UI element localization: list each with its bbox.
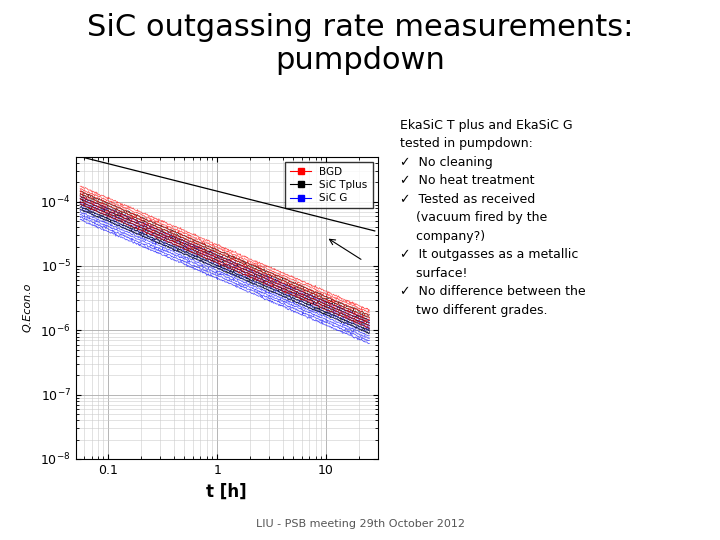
Text: pumpdown: pumpdown xyxy=(275,46,445,75)
Text: Q.Econ.o: Q.Econ.o xyxy=(22,283,32,333)
X-axis label: t [h]: t [h] xyxy=(207,482,247,501)
Text: EkaSiC T plus and EkaSiC G
tested in pumpdown:
✓  No cleaning
✓  No heat treatme: EkaSiC T plus and EkaSiC G tested in pum… xyxy=(400,119,585,317)
Text: LIU - PSB meeting 29th October 2012: LIU - PSB meeting 29th October 2012 xyxy=(256,519,464,529)
Legend: BGD, SiC Tplus, SiC G: BGD, SiC Tplus, SiC G xyxy=(285,162,373,208)
Text: SiC outgassing rate measurements:: SiC outgassing rate measurements: xyxy=(87,14,633,43)
